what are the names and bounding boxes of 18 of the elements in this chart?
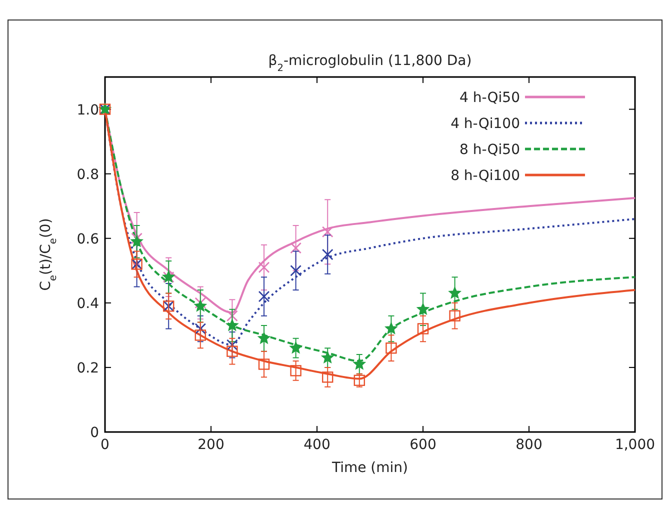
x-tick-label: 0 bbox=[100, 437, 110, 453]
legend-label: 8 h-Qi50 bbox=[459, 142, 520, 158]
legend-label: 4 h-Qi50 bbox=[459, 90, 520, 106]
legend-label: 8 h-Qi100 bbox=[450, 168, 520, 184]
x-tick-label: 1,000 bbox=[614, 437, 656, 453]
y-tick-label: 0.6 bbox=[76, 231, 100, 248]
x-tick-label: 800 bbox=[516, 437, 542, 453]
x-tick-label: 200 bbox=[198, 437, 224, 453]
y-tick-label: 0.2 bbox=[76, 360, 99, 376]
chart-title: β$_{2}$-microglobulin (11,800 Da) bbox=[268, 53, 472, 74]
x-tick-label: 600 bbox=[410, 437, 436, 453]
y-tick-label: 1.0 bbox=[76, 102, 99, 118]
y-tick-label: 0.8 bbox=[76, 166, 99, 183]
x-tick-label: 400 bbox=[304, 437, 330, 453]
x-axis-title: Time (min) bbox=[330, 460, 408, 476]
y-tick-label: 0.4 bbox=[76, 296, 100, 312]
legend-label: 4 h-Qi100 bbox=[450, 116, 520, 132]
y-tick-label: 0 bbox=[90, 425, 99, 441]
